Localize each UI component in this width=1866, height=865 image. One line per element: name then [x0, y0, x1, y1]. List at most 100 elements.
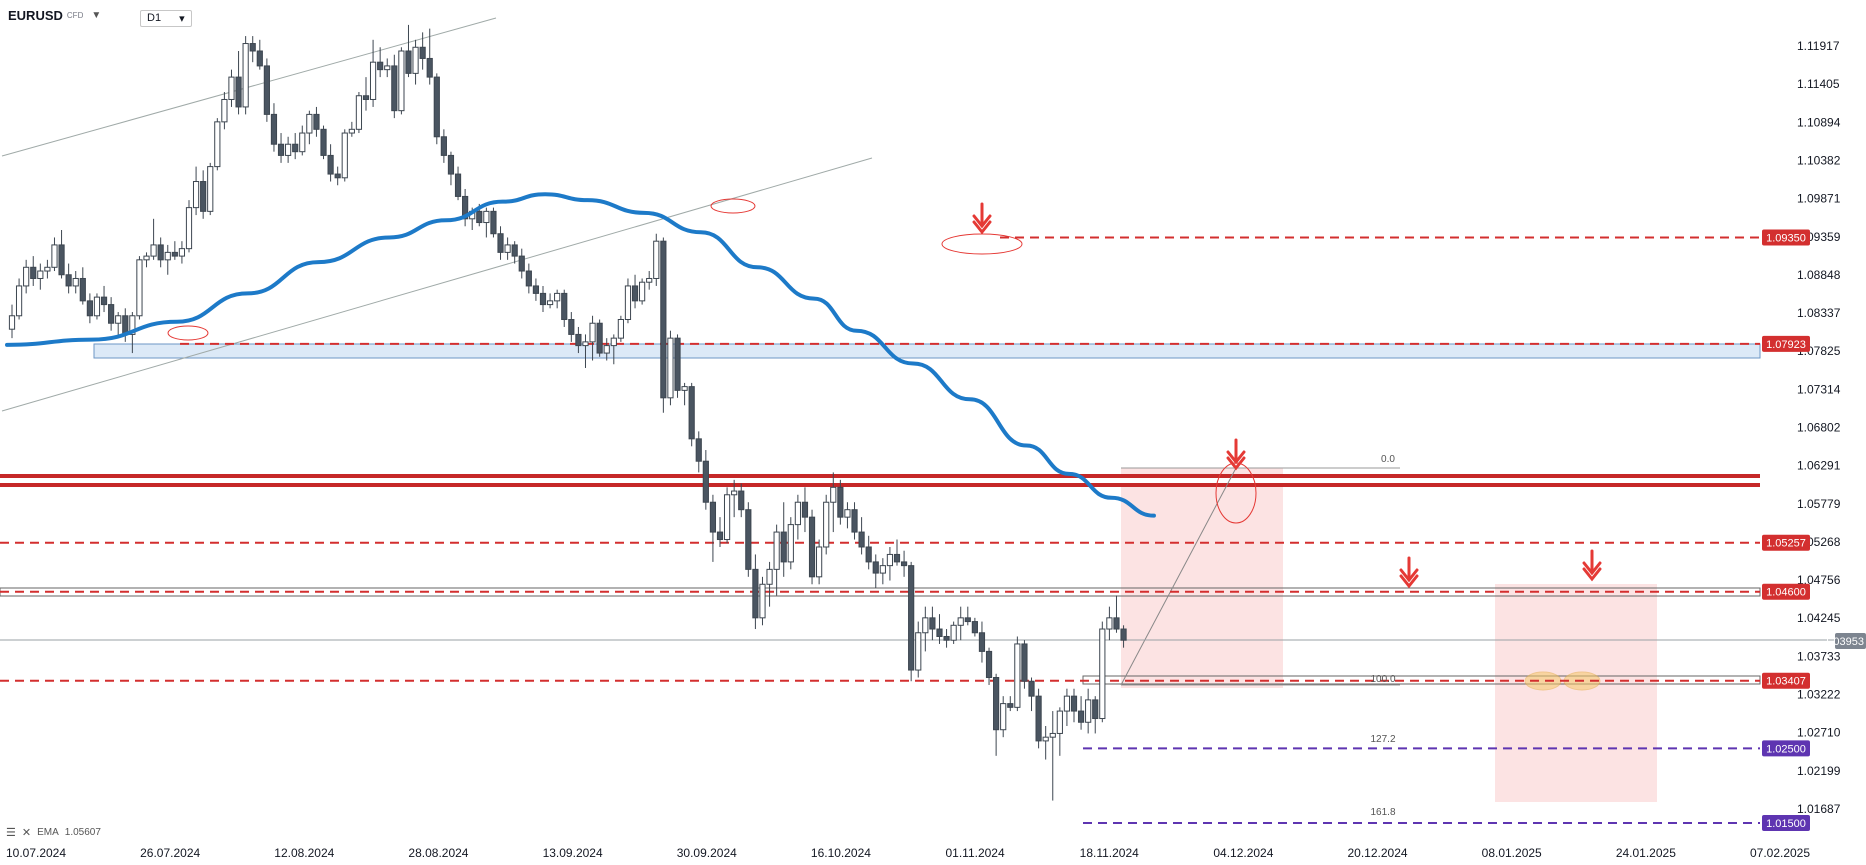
candle-down: [568, 319, 575, 335]
candle-down: [108, 304, 115, 324]
channel-lower-line: [1, 157, 873, 412]
candle-up: [504, 244, 511, 253]
candle-down: [702, 460, 709, 503]
candle-up: [1085, 699, 1092, 723]
candle-up: [603, 345, 610, 354]
candle-down: [327, 154, 334, 175]
zone-box-1046: [0, 587, 1761, 597]
candle-down: [79, 277, 86, 302]
candle-down: [320, 128, 327, 156]
candle-up: [228, 76, 235, 100]
level-tag-box: [1762, 229, 1810, 246]
price-tick-label: 1.10894: [1797, 115, 1841, 129]
timeframe-select[interactable]: D1 ▾: [140, 10, 192, 27]
candle-down: [256, 50, 263, 67]
candle-down: [532, 285, 540, 294]
date-tick-label: 18.11.2024: [1080, 846, 1139, 860]
candle-up: [136, 259, 143, 317]
date-axis[interactable]: 10.07.2024 26.07.2024 12.08.2024 28.08.2024…: [6, 846, 1810, 860]
date-tick-label: 20.12.2024: [1348, 846, 1408, 860]
candle-down: [497, 233, 504, 253]
price-tick-label: 1.05779: [1797, 497, 1841, 511]
fib-label-127: 127.2: [1370, 734, 1395, 745]
level-tag-box: [1762, 740, 1810, 757]
price-tick-label: 1.07314: [1797, 382, 1841, 396]
candle-down: [30, 266, 37, 279]
candle-down: [377, 61, 384, 71]
down-arrow-icon: [1226, 438, 1246, 471]
candle-up: [398, 50, 405, 112]
price-axis[interactable]: 1.119171.114051.108941.103821.098711.093…: [1797, 39, 1841, 816]
down-arrow-icon: [972, 202, 992, 235]
range-zone-right: [1495, 584, 1657, 802]
date-tick-label: 24.01.2025: [1616, 846, 1676, 860]
candle-up: [207, 166, 214, 212]
level-tag-text: 1.02500: [1766, 743, 1806, 755]
level-tag-text: 1.04600: [1766, 587, 1806, 599]
date-tick-label: 08.01.2025: [1482, 846, 1542, 860]
candle-down: [688, 386, 695, 440]
candle-down: [391, 65, 398, 112]
candle-down: [943, 635, 950, 641]
fib-label-100: 100.0: [1370, 674, 1395, 685]
candle-up: [794, 501, 801, 526]
candle-down: [971, 621, 978, 634]
candle-down: [893, 553, 901, 563]
candle-up: [759, 583, 766, 619]
candle-up: [306, 113, 313, 134]
price-tick-label: 1.02199: [1797, 764, 1841, 778]
candle-up: [950, 624, 957, 641]
candle-up: [653, 240, 660, 279]
candle-down: [454, 173, 462, 197]
candle-up: [1099, 628, 1106, 720]
close-icon[interactable]: ✕: [21, 827, 32, 839]
candle-down: [978, 632, 986, 652]
candle-up: [221, 98, 228, 123]
price-tick-label: 1.04756: [1797, 573, 1841, 587]
candle-up: [1063, 695, 1071, 712]
support-box-blue: [93, 343, 1761, 359]
price-tick-label: 1.03222: [1797, 688, 1841, 702]
level-tag-box: [1762, 814, 1810, 831]
candle-down: [1113, 617, 1120, 630]
candle-down: [462, 195, 469, 220]
candle-up: [546, 300, 554, 306]
candle-down: [865, 546, 872, 563]
candle-up: [915, 632, 922, 671]
candle-down: [709, 501, 717, 533]
candle-down: [801, 501, 809, 518]
candle-up: [214, 121, 221, 168]
date-tick-label: 28.08.2024: [408, 846, 468, 860]
date-tick-label: 01.11.2024: [945, 846, 1004, 860]
candle-down: [738, 490, 745, 511]
drawings-layer: [0, 17, 1761, 802]
candle-down: [575, 333, 582, 347]
candle-up: [72, 277, 79, 287]
candle-up: [242, 43, 249, 108]
candle-down: [1120, 628, 1127, 641]
arrow-markers: [972, 202, 1602, 589]
candle-down: [1007, 703, 1014, 708]
settings-icon[interactable]: ☰: [6, 827, 16, 839]
indicator-legend: ☰ ✕ EMA 1.05607: [6, 826, 101, 839]
candle-up: [844, 509, 851, 518]
candle-down: [1021, 643, 1028, 682]
chevron-down-icon[interactable]: ▼: [91, 10, 102, 21]
date-tick-label: 12.08.2024: [274, 846, 334, 860]
candle-up: [957, 617, 964, 626]
symbol-name[interactable]: EURUSD: [8, 8, 63, 23]
candle-up: [178, 248, 186, 257]
date-tick-label: 10.07.2024: [6, 846, 66, 860]
candle-down: [872, 561, 879, 574]
highlight-ellipse-1: [167, 325, 209, 341]
candle-up: [341, 132, 348, 179]
candle-up: [355, 95, 363, 130]
candle-down: [929, 617, 936, 630]
candle-up: [639, 281, 646, 302]
level-tag-box: [1762, 335, 1810, 352]
candle-down: [858, 531, 865, 548]
candle-down: [334, 173, 341, 179]
candle-down: [86, 300, 93, 317]
candle-down: [440, 136, 447, 156]
